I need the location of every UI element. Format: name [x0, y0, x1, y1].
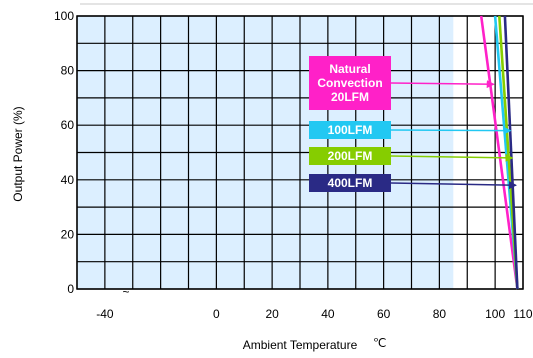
- x-axis-unit: ℃: [373, 336, 386, 350]
- x-tick-label: 110: [513, 307, 532, 321]
- legend-box-fill: [309, 147, 391, 165]
- x-tick-label: 20: [265, 307, 279, 321]
- axis-break-marker: ~: [122, 285, 129, 299]
- legend-box-label: 20LFM: [331, 90, 369, 104]
- y-tick-label: 0: [67, 282, 74, 296]
- y-tick-label: 20: [61, 227, 75, 241]
- x-axis-title: Ambient Temperature: [243, 338, 358, 352]
- grid-layer: [76, 15, 524, 290]
- legend-box-fill: [309, 56, 391, 110]
- legend-arrow: [390, 126, 512, 135]
- legend-box-200lfm: 200LFM: [309, 147, 514, 165]
- x-tick-label: -40: [96, 307, 114, 321]
- y-tick-label: 100: [54, 9, 74, 23]
- legend-box-fill: [309, 174, 391, 192]
- x-tick-label: 100: [485, 307, 505, 321]
- legend-box-label: Convection: [317, 76, 382, 90]
- series-layer: [479, 15, 519, 290]
- series-line-400lfm: [503, 15, 519, 290]
- x-tick-label: 40: [321, 307, 335, 321]
- legend-arrow: [390, 153, 514, 162]
- legend-box-label: Natural: [329, 62, 370, 76]
- legend-box-label: 200LFM: [328, 149, 373, 163]
- y-tick-label: 40: [61, 173, 75, 187]
- plot-frame: [76, 15, 524, 290]
- series-line-natural-convection-20lfm: [479, 15, 519, 290]
- x-tick-label: 0: [213, 307, 220, 321]
- y-axis-title: Output Power (%): [11, 106, 25, 201]
- legend-box-400lfm: 400LFM: [309, 174, 518, 192]
- x-tick-label: 60: [377, 307, 391, 321]
- tick-layer: 0 20 40 60 80 100 -40 0 20 40 60 80 100 110: [54, 9, 533, 321]
- legend-box-label: 400LFM: [328, 176, 373, 190]
- legend-arrow: [390, 80, 495, 89]
- legend-arrow: [390, 181, 518, 190]
- y-tick-label: 60: [61, 118, 75, 132]
- x-tick-label: 80: [433, 307, 447, 321]
- legend-box-label: 100LFM: [328, 123, 373, 137]
- legend-box-fill: [309, 121, 391, 139]
- y-tick-label: 80: [61, 64, 75, 78]
- legend-box-100lfm: 100LFM: [309, 121, 512, 139]
